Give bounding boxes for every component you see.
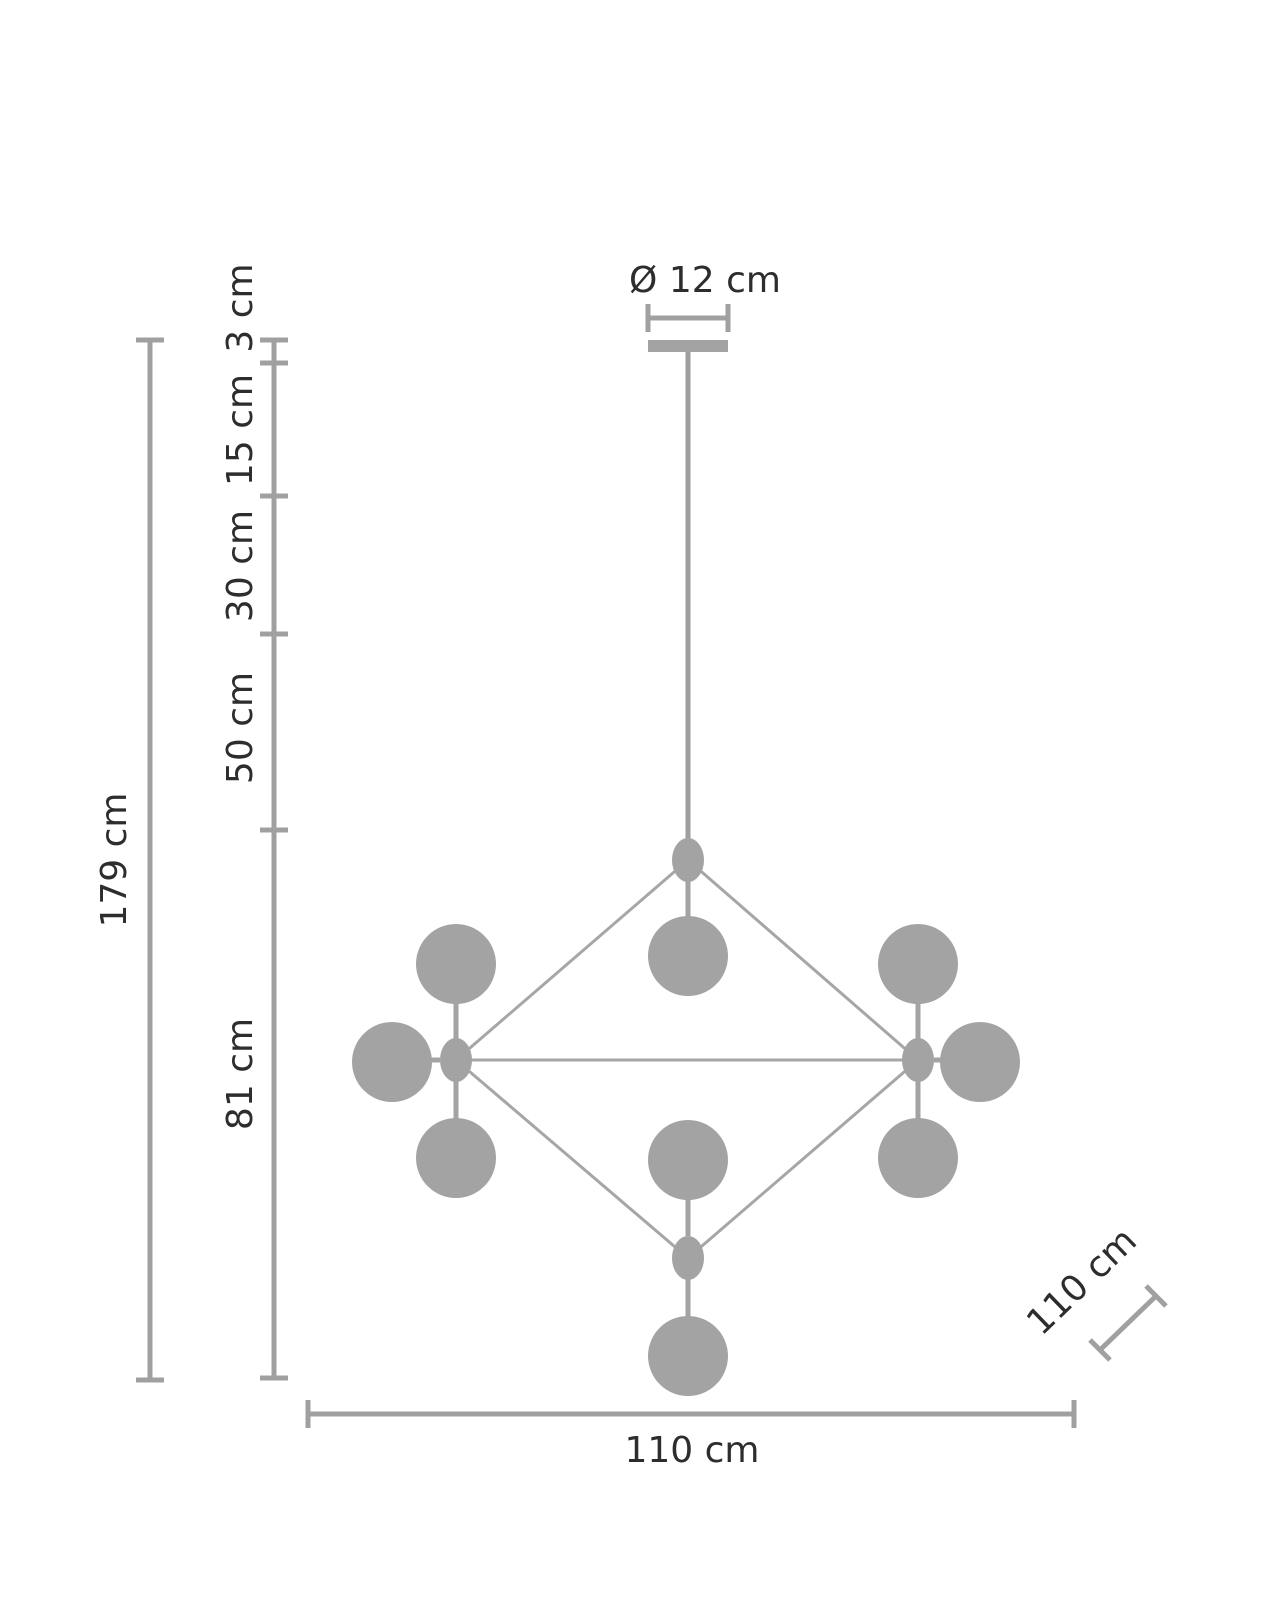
globe-left-lower <box>416 1118 496 1198</box>
canopy-diameter-dimension: Ø 12 cm <box>629 260 781 332</box>
frame-hubs <box>440 838 934 1280</box>
globe-top-inner <box>648 916 728 996</box>
segment-30-label: 30 cm <box>220 510 261 622</box>
right-hub <box>902 1038 934 1082</box>
total-height-dimension: 179 cm <box>94 337 164 1383</box>
globe-bottom <box>648 1316 728 1396</box>
globe-bottom-inner <box>648 1120 728 1200</box>
segment-height-dimension: 3 cm 15 cm 30 cm 50 cm 81 cm <box>220 263 288 1381</box>
globe-right-outer <box>940 1022 1020 1102</box>
depth-dimension: 110 cm <box>1019 1220 1168 1362</box>
globe-stems <box>430 880 944 1318</box>
width-dimension: 110 cm <box>305 1400 1077 1471</box>
segment-15-label: 15 cm <box>220 374 261 486</box>
globe-right-lower <box>878 1118 958 1198</box>
globe-left-upper <box>416 924 496 1004</box>
total-height-label: 179 cm <box>94 792 135 927</box>
width-label: 110 cm <box>624 1430 759 1471</box>
left-hub <box>440 1038 472 1082</box>
segment-50-label: 50 cm <box>220 672 261 784</box>
globe-right-upper <box>878 924 958 1004</box>
glass-globes <box>352 916 1020 1396</box>
bottom-hub <box>672 1236 704 1280</box>
globe-left-outer <box>352 1022 432 1102</box>
canopy-diameter-label: Ø 12 cm <box>629 260 781 301</box>
ceiling-canopy <box>648 340 728 352</box>
segment-canopy-label: 3 cm <box>220 263 261 352</box>
segment-81-label: 81 cm <box>220 1018 261 1130</box>
top-hub <box>672 838 704 882</box>
